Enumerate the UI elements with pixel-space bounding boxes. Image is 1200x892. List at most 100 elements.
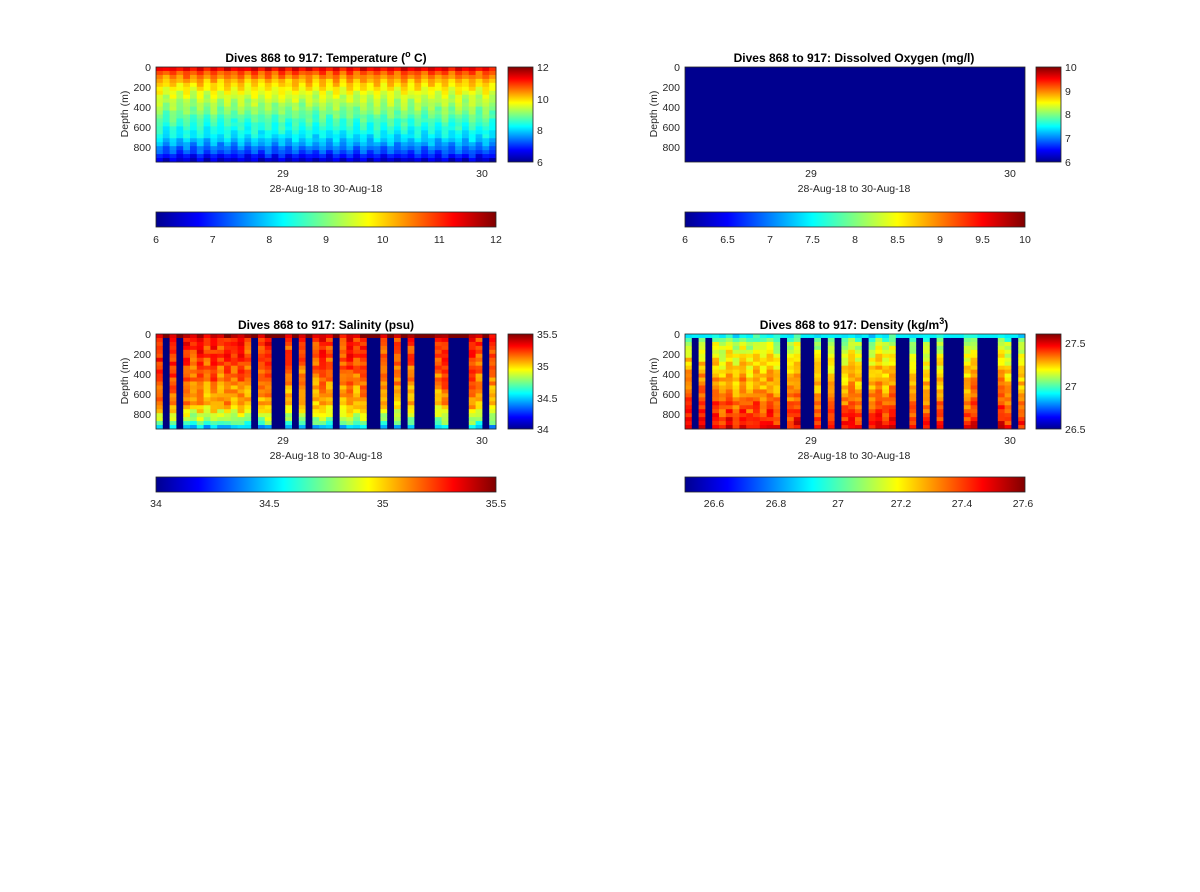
heatmap-cell [861, 397, 869, 402]
heatmap-cell [176, 130, 184, 135]
heatmap-cell [278, 90, 286, 96]
heatmap-cell [462, 67, 470, 72]
heatmap-cell [957, 397, 965, 402]
temperature-y-ticks: 0 200 400 600 800 [133, 62, 151, 154]
heatmap-cell [380, 417, 388, 422]
heatmap-cell [1018, 341, 1026, 347]
heatmap-cell [332, 114, 340, 119]
heatmap-cell [923, 337, 931, 343]
heatmap-cell [271, 150, 279, 155]
heatmap-cell [895, 369, 903, 374]
heatmap-cell [156, 389, 164, 394]
heatmap-cell [462, 349, 470, 355]
heatmap-cell [373, 70, 381, 76]
heatmap-cell [339, 349, 347, 355]
heatmap-cell [705, 361, 713, 367]
heatmap-cell [292, 142, 300, 147]
heatmap-cell [489, 365, 497, 371]
heatmap-cell [162, 70, 170, 76]
heatmap-cell [210, 74, 218, 80]
heatmap-cell [759, 334, 767, 339]
heatmap-cell [773, 421, 781, 426]
heatmap-cell [428, 385, 436, 390]
heatmap-cell [380, 122, 388, 127]
heatmap-cell [353, 385, 361, 390]
heatmap-cell [319, 385, 327, 390]
heatmap-cell [407, 353, 415, 359]
heatmap-cell [489, 334, 497, 339]
heatmap-cell [380, 397, 388, 402]
y-tick-label: 0 [674, 329, 680, 341]
heatmap-cell [421, 377, 429, 382]
heatmap-cell [394, 417, 402, 422]
heatmap-cell [841, 413, 849, 418]
heatmap-cell [217, 341, 225, 347]
heatmap-cell [251, 154, 259, 159]
colorbar-tick-label: 34.5 [259, 498, 280, 510]
heatmap-cell [217, 106, 225, 111]
heatmap-cell [685, 341, 693, 347]
heatmap-cell [360, 413, 368, 418]
heatmap-cell [387, 158, 395, 163]
heatmap-cell [441, 413, 449, 418]
heatmap-cell [448, 70, 456, 76]
heatmap-cell [176, 70, 184, 76]
heatmap-cell [428, 138, 436, 143]
heatmap-cell [950, 361, 958, 367]
heatmap-cell [400, 82, 408, 88]
heatmap-cell [326, 421, 334, 426]
heatmap-cell [455, 381, 463, 386]
heatmap-cell [326, 341, 334, 347]
heatmap-cell [258, 385, 266, 390]
heatmap-cell [997, 425, 1005, 430]
heatmap-cell [916, 401, 924, 406]
heatmap-cell [759, 345, 767, 351]
colorbar-tick-label: 10 [1065, 62, 1077, 74]
oxygen-axes-box [684, 66, 1026, 163]
heatmap-cell [1011, 345, 1019, 351]
colorbar-box [1035, 333, 1062, 430]
heatmap-cell [1018, 353, 1026, 359]
heatmap-cell [176, 361, 184, 367]
heatmap-cell [156, 365, 164, 371]
heatmap-cell [373, 353, 381, 359]
heatmap-cell [753, 373, 761, 378]
heatmap-cell [326, 86, 334, 92]
heatmap-cell [943, 345, 951, 351]
heatmap-cell [434, 78, 442, 84]
heatmap-cell [698, 409, 706, 414]
heatmap-cell [224, 70, 232, 76]
heatmap-cell [230, 134, 238, 139]
colorbar-box [507, 66, 534, 163]
heatmap-cell [278, 389, 286, 394]
heatmap-cell [957, 365, 965, 371]
heatmap-cell [732, 421, 740, 426]
heatmap-cell [468, 102, 476, 107]
heatmap-cell [800, 369, 808, 374]
heatmap-cell [414, 405, 422, 410]
heatmap-cell [319, 106, 327, 111]
heatmap-cell [237, 70, 245, 76]
heatmap-cell [902, 377, 910, 382]
heatmap-cell [434, 397, 442, 402]
heatmap-cell [305, 349, 313, 355]
heatmap-cell [298, 114, 306, 119]
heatmap-cell [346, 345, 354, 351]
heatmap-cell [251, 118, 259, 123]
heatmap-cell [746, 401, 754, 406]
heatmap-cell [489, 86, 497, 92]
heatmap-cell [434, 110, 442, 115]
heatmap-cell [264, 126, 272, 131]
heatmap-cell [394, 365, 402, 371]
heatmap-cell [855, 341, 863, 347]
colorbar-tick-label: 35 [537, 361, 549, 373]
heatmap-cell [251, 349, 259, 355]
heatmap-cell [807, 421, 815, 426]
heatmap-cell [468, 389, 476, 394]
heatmap-cell [943, 393, 951, 398]
heatmap-cell [251, 397, 259, 402]
heatmap-cell [943, 341, 951, 347]
heatmap-cell [203, 134, 211, 139]
heatmap-cell [434, 409, 442, 414]
heatmap-cell [787, 353, 795, 359]
